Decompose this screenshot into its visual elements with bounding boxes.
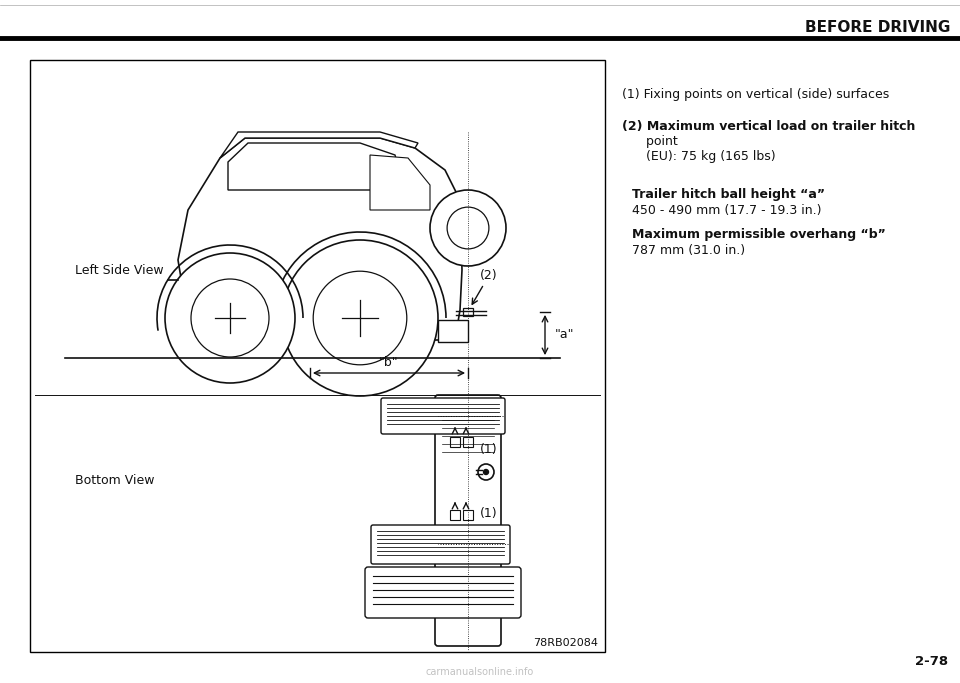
Text: Maximum permissible overhang “b”: Maximum permissible overhang “b” — [632, 228, 886, 241]
Bar — [463, 437, 473, 447]
Circle shape — [478, 464, 494, 480]
Text: (EU): 75 kg (165 lbs): (EU): 75 kg (165 lbs) — [622, 150, 776, 163]
Bar — [30, 60, 605, 652]
Text: BEFORE DRIVING: BEFORE DRIVING — [804, 20, 950, 36]
Bar — [438, 320, 468, 342]
Polygon shape — [370, 155, 430, 210]
Text: (2) Maximum vertical load on trailer hitch: (2) Maximum vertical load on trailer hit… — [622, 120, 916, 133]
Bar — [463, 510, 473, 520]
Text: (1): (1) — [480, 507, 497, 520]
FancyBboxPatch shape — [371, 525, 510, 564]
Polygon shape — [178, 138, 462, 340]
Text: "a": "a" — [555, 329, 574, 342]
Bar — [463, 308, 473, 316]
Text: "b": "b" — [379, 356, 398, 369]
Bar — [450, 437, 460, 447]
Text: 450 - 490 mm (17.7 - 19.3 in.): 450 - 490 mm (17.7 - 19.3 in.) — [632, 204, 822, 217]
Text: (2): (2) — [480, 270, 497, 283]
Text: (1): (1) — [480, 443, 497, 456]
FancyBboxPatch shape — [365, 567, 521, 618]
Text: point: point — [622, 135, 678, 148]
Circle shape — [191, 279, 269, 357]
Text: (1) Fixing points on vertical (side) surfaces: (1) Fixing points on vertical (side) sur… — [622, 88, 889, 101]
Circle shape — [430, 190, 506, 266]
Text: 2-78: 2-78 — [915, 655, 948, 668]
Text: 787 mm (31.0 in.): 787 mm (31.0 in.) — [632, 244, 745, 257]
Text: 78RB02084: 78RB02084 — [533, 638, 598, 648]
Circle shape — [447, 207, 489, 249]
Circle shape — [484, 469, 489, 475]
Text: Bottom View: Bottom View — [75, 473, 155, 486]
Text: Left Side View: Left Side View — [75, 264, 163, 277]
Text: carmanualsonline.info: carmanualsonline.info — [426, 667, 534, 677]
FancyBboxPatch shape — [435, 395, 501, 646]
Circle shape — [165, 253, 295, 383]
Circle shape — [282, 240, 438, 396]
FancyBboxPatch shape — [381, 398, 505, 434]
Polygon shape — [228, 143, 405, 190]
Polygon shape — [220, 132, 418, 158]
Circle shape — [313, 271, 407, 365]
Text: Trailer hitch ball height “a”: Trailer hitch ball height “a” — [632, 188, 825, 201]
Bar — [450, 510, 460, 520]
